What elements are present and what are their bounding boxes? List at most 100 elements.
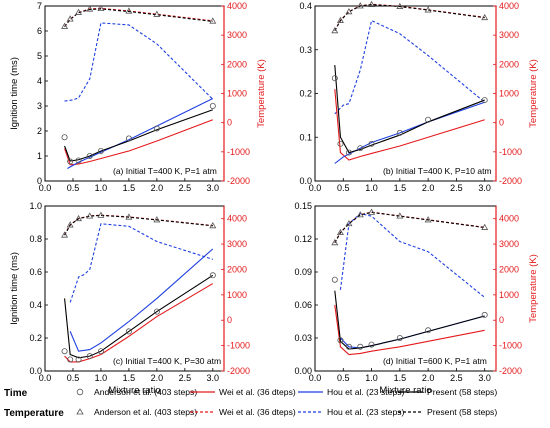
y-tick-label: 5 [37,51,42,61]
anderson-temperature-point [125,213,133,220]
legend: Time Anderson et al. (403 steps) Wei et al… [4,387,497,419]
x-tick-label: 0.5 [67,373,80,383]
y2-tick-label: 3000 [499,30,519,40]
wei-time-line [334,89,485,161]
anderson-time-point [97,147,104,154]
anderson-time-point [86,353,93,360]
legend-label: Anderson et al. (403 steps) [94,407,197,417]
y2-tick-label: 2000 [227,59,247,69]
x-tick-label: 1.0 [95,373,108,383]
anderson-temperature-point [368,208,376,215]
panel-3: 0.0 0.5 1.0 1.5 2.0 2.5 3.0 0.0 0.2 0.4 0.6 0.8 1.0 -… [9,201,250,396]
y2-tick-label: 0 [499,118,504,128]
anderson-temperature-point [331,238,339,246]
x-tick-label: 2.5 [179,373,192,383]
present-time-line [64,274,214,359]
anderson-time-point [125,328,132,335]
x-tick-label: 0.0 [39,373,52,383]
anderson-temperature-point [75,8,83,15]
y2-tick-label: -2000 [499,366,522,376]
plot-frame [44,5,225,182]
anderson-temperature-point [75,214,83,222]
present-time-line [64,109,213,162]
anderson-temperature-point [336,16,344,23]
legend-label: Hou et al. (23 steps) [327,387,405,397]
x-tick-label: 0.0 [309,183,322,193]
y-tick-label: 0.00 [294,366,312,376]
plot-frame [44,205,225,372]
y-tick-label: 0.2 [29,333,42,343]
anderson-temperature-point [345,8,353,15]
y-tick-label: 0.0 [29,366,42,376]
x-tick-label: 1.5 [394,373,407,383]
anderson-temperature-point [356,211,364,218]
legend-label: Present (58 steps) [427,407,497,417]
y2-tick-label: 0 [227,118,232,128]
x-tick-label: 1.0 [365,373,378,383]
legend-label: Anderson et al. (403 steps) [94,387,197,397]
legend-label: Hou et al. (23 steps) [327,407,405,417]
y-tick-label: 0.12 [294,234,312,244]
y2-tick-label: 1000 [499,89,519,99]
panel-annotation: (d) Initial T=600 K, P=1 atm [383,356,487,366]
anderson-temperature-point [424,216,432,223]
anderson-time-point [209,272,216,279]
hou-temperature-line [64,22,214,102]
legend-time-title: Time [4,388,28,399]
wei-time-line [334,304,485,356]
y2-axis-label: Temperature (K) [256,59,267,128]
anderson-temperature-point [481,223,489,230]
panel-4: 0.0 0.5 1.0 1.5 2.0 2.5 3.0 0.00 0.03 0.06 0.09 0.1… [294,201,539,396]
y2-tick-label: -2000 [499,176,522,186]
panel-annotation: (c) Initial T=400 K, P=30 atm [113,356,221,366]
anderson-time-point [357,343,364,350]
x-tick-label: 2.5 [450,373,463,383]
y2-tick-label: -1000 [227,341,250,351]
y2-tick-label: 2000 [227,264,247,274]
y2-tick-label: 0 [227,315,232,325]
anderson-temperature-point [66,15,74,22]
x-tick-label: 2.0 [151,373,164,383]
y-tick-label: 0.2 [299,89,312,99]
y2-tick-label: 4000 [499,214,519,224]
y2-tick-label: 2000 [499,59,519,69]
anderson-temperature-point [356,2,364,9]
anderson-time-point [67,158,74,165]
x-tick-label: 1.5 [123,373,136,383]
anderson-time-point [345,149,352,156]
x-tick-label: 1.5 [123,183,136,193]
y-tick-label: 0.09 [294,267,312,277]
y-tick-label: 0.4 [29,300,42,310]
anderson-temperature-point [345,219,353,227]
anderson-time-point [368,140,375,147]
y-tick-label: 0 [37,176,42,186]
y-tick-label: 0.3 [299,45,312,55]
y-tick-label: 3 [37,101,42,111]
x-axis-label: Mixture ratio [108,385,160,396]
legend-anderson-marker [76,408,84,415]
y-tick-label: 0.1 [299,132,312,142]
present-temperature-line [334,3,485,32]
anderson-time-point [209,103,216,110]
y2-tick-label: -1000 [227,147,250,157]
anderson-time-point [331,276,338,283]
legend-temperature-title: Temperature [4,408,64,419]
y2-axis-label: Temperature (K) [528,59,539,128]
panel-annotation: (a) Initial T=400 K, P=1 atm [113,166,217,176]
x-tick-label: 1.0 [95,183,108,193]
x-tick-label: 2.5 [450,183,463,193]
y2-tick-label: 3000 [227,239,247,249]
anderson-temperature-point [209,17,217,24]
y-tick-label: 0.0 [299,176,312,186]
anderson-time-point [97,348,104,355]
hou-time-line [334,101,485,164]
legend-label: Wei et al. (36 dteps) [219,387,296,397]
x-tick-label: 2.0 [422,373,435,383]
anderson-time-point [481,97,488,104]
anderson-time-point [337,337,344,344]
hou-temperature-line [69,223,213,303]
y2-tick-label: -1000 [499,341,522,351]
wei-time-line [64,119,214,166]
anderson-temperature-point [368,0,376,7]
